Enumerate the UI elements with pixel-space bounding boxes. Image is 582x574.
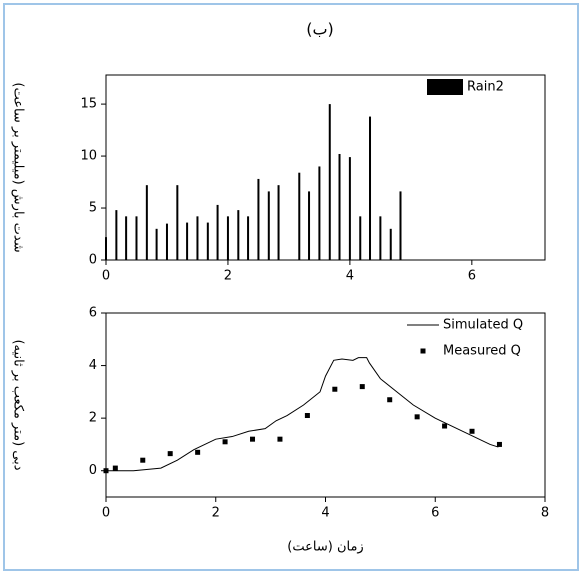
x-tick-label: 2: [224, 269, 232, 284]
legend-swatch: [427, 79, 463, 95]
marker: [250, 436, 256, 442]
marker: [469, 428, 475, 434]
x-tick-label: 6: [468, 269, 476, 284]
bar: [135, 216, 138, 260]
marker: [414, 414, 420, 420]
bar: [359, 216, 362, 260]
bar: [237, 210, 240, 260]
marker: [442, 423, 448, 429]
y-tick-label: 0: [89, 253, 97, 268]
y-tick-label: 2: [89, 411, 97, 426]
plot-frame: [105, 312, 546, 498]
x-axis-label: زمان (ساعت): [287, 540, 363, 555]
bar: [338, 153, 341, 260]
bar: [369, 116, 372, 261]
bar: [298, 172, 301, 260]
marker: [103, 468, 109, 474]
bar: [155, 228, 158, 260]
line: [106, 357, 499, 472]
x-tick-label: 2: [212, 506, 220, 521]
y-tick-label: 15: [80, 97, 97, 112]
plot-frame: [105, 74, 546, 261]
marker: [195, 449, 201, 455]
frame: [3, 3, 579, 571]
legend-marker: [420, 348, 426, 354]
y-axis-label: دبی (متر مکعب بر ثانیه): [11, 339, 26, 470]
bar: [145, 185, 148, 260]
bar: [267, 191, 270, 260]
y-tick-label: 6: [89, 306, 97, 321]
bar: [226, 216, 229, 260]
figure-title: (ب): [306, 20, 334, 39]
x-tick-label: 6: [431, 506, 439, 521]
y-tick-label: 0: [89, 463, 97, 478]
marker: [359, 384, 365, 390]
legend-label: Simulated Q: [443, 318, 523, 333]
legend-label: Measured Q: [443, 344, 521, 359]
bar: [176, 185, 179, 260]
marker: [167, 451, 173, 457]
bar: [318, 166, 321, 260]
bar: [308, 191, 311, 260]
marker: [112, 465, 118, 471]
x-tick-label: 0: [102, 506, 110, 521]
x-tick-label: 0: [102, 269, 110, 284]
bar: [105, 237, 107, 260]
marker: [304, 413, 310, 419]
bar: [186, 222, 189, 260]
x-tick-label: 4: [321, 506, 329, 521]
bar: [257, 178, 260, 260]
bar: [216, 204, 219, 260]
y-axis-label: شدت بارش (میلیمتر بر ساعت): [11, 82, 26, 252]
x-tick-label: 4: [346, 269, 354, 284]
marker: [496, 441, 502, 447]
bar: [247, 216, 250, 260]
bar: [277, 185, 280, 260]
marker: [222, 439, 228, 445]
marker: [387, 397, 393, 403]
bar: [196, 216, 199, 260]
bar: [115, 210, 118, 260]
marker: [332, 386, 338, 392]
marker: [140, 457, 146, 463]
legend-label: Rain2: [467, 80, 504, 95]
bar: [399, 191, 402, 260]
bar: [348, 157, 351, 260]
bar: [328, 104, 331, 260]
bar: [379, 216, 382, 260]
y-tick-label: 10: [80, 149, 97, 164]
y-tick-label: 4: [89, 358, 97, 373]
bar: [206, 222, 209, 260]
y-tick-label: 5: [89, 201, 97, 216]
marker: [277, 436, 283, 442]
bar: [389, 228, 392, 260]
bar: [165, 223, 168, 260]
bar: [125, 216, 128, 260]
x-tick-label: 8: [541, 506, 549, 521]
